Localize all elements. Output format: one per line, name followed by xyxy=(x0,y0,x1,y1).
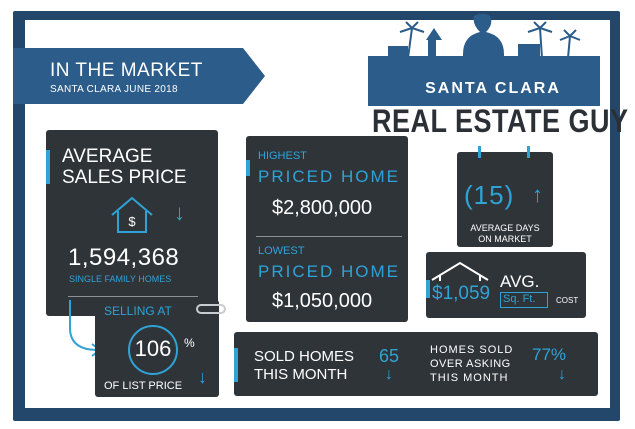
over-asking-label-2: OVER ASKING xyxy=(430,358,511,370)
sold-homes-label-1: SOLD HOMES xyxy=(254,348,355,365)
arrow-down-icon: ↓ xyxy=(385,366,393,383)
divider xyxy=(256,236,402,237)
price-per-sqft-value: $1,059 xyxy=(432,283,491,304)
house-dollar-symbol: $ xyxy=(128,214,136,229)
average-sales-heading-2: SALES PRICE xyxy=(62,167,187,188)
lowest-title: PRICED HOME xyxy=(258,262,400,281)
calendar-ring-icon xyxy=(478,146,481,158)
banner-arrow-shape xyxy=(243,48,265,104)
selling-at-unit: % xyxy=(184,336,195,350)
over-asking-percent: 77% xyxy=(532,345,567,364)
sold-homes-accent xyxy=(234,348,238,382)
price-per-sqft-unit: Sq. Ft. xyxy=(503,293,536,305)
days-on-market-caption-2: ON MARKET xyxy=(478,234,532,244)
price-per-sqft-label: AVG. xyxy=(500,272,540,291)
average-sales-card xyxy=(46,130,218,316)
average-sales-heading-1: AVERAGE xyxy=(62,146,153,167)
arrow-down-icon: ↓ xyxy=(174,200,185,225)
logo-text-santa-clara: SANTA CLARA xyxy=(425,80,561,97)
calendar-ring-icon xyxy=(527,146,530,158)
selling-at-value: 106 xyxy=(134,336,172,361)
percent-circle xyxy=(128,325,178,375)
sold-homes-count: 65 xyxy=(379,346,400,366)
highest-label: HIGHEST xyxy=(258,150,307,162)
arrow-down-icon: ↓ xyxy=(558,366,566,383)
average-sales-value: 1,594,368 xyxy=(68,244,180,271)
sold-homes-card xyxy=(234,332,598,396)
header-banner xyxy=(13,48,243,104)
average-sales-caption: SINGLE FAMILY HOMES xyxy=(69,274,172,284)
roof-icon xyxy=(431,261,489,281)
logo-text-real-estate-guy: REAL ESTATE GUY xyxy=(372,103,629,139)
priced-home-accent xyxy=(246,160,250,176)
selling-at-caption: OF LIST PRICE xyxy=(104,380,183,392)
page-title: IN THE MARKET xyxy=(50,60,203,81)
over-asking-label-3: THIS MONTH xyxy=(430,372,509,384)
days-on-market-card xyxy=(457,152,553,247)
days-on-market-caption-1: AVERAGE DAYS xyxy=(470,223,540,233)
lowest-label: LOWEST xyxy=(258,245,305,257)
highest-title: PRICED HOME xyxy=(258,167,400,186)
days-on-market-value: (15) xyxy=(464,180,515,210)
highest-value: $2,800,000 xyxy=(272,197,373,219)
priced-home-card xyxy=(246,136,408,322)
lowest-value: $1,050,000 xyxy=(272,290,373,312)
page-subtitle: SANTA CLARA JUNE 2018 xyxy=(50,84,178,95)
house-dollar-icon: $ xyxy=(111,196,153,233)
logo-skyline-icon xyxy=(368,14,600,106)
paperclip-icon xyxy=(196,304,226,314)
average-sales-accent xyxy=(46,150,50,184)
sqft-unit-box xyxy=(500,292,548,308)
price-per-sqft-suffix: COST xyxy=(556,296,579,305)
sold-homes-label-2: THIS MONTH xyxy=(254,366,348,383)
over-asking-label-1: HOMES SOLD xyxy=(430,344,514,356)
selling-at-label: SELLING AT xyxy=(104,304,172,318)
arrow-up-icon: ↑ xyxy=(532,182,543,207)
arrow-down-icon: ↓ xyxy=(198,367,207,387)
price-per-sqft-accent xyxy=(426,280,430,298)
divider xyxy=(68,296,198,297)
